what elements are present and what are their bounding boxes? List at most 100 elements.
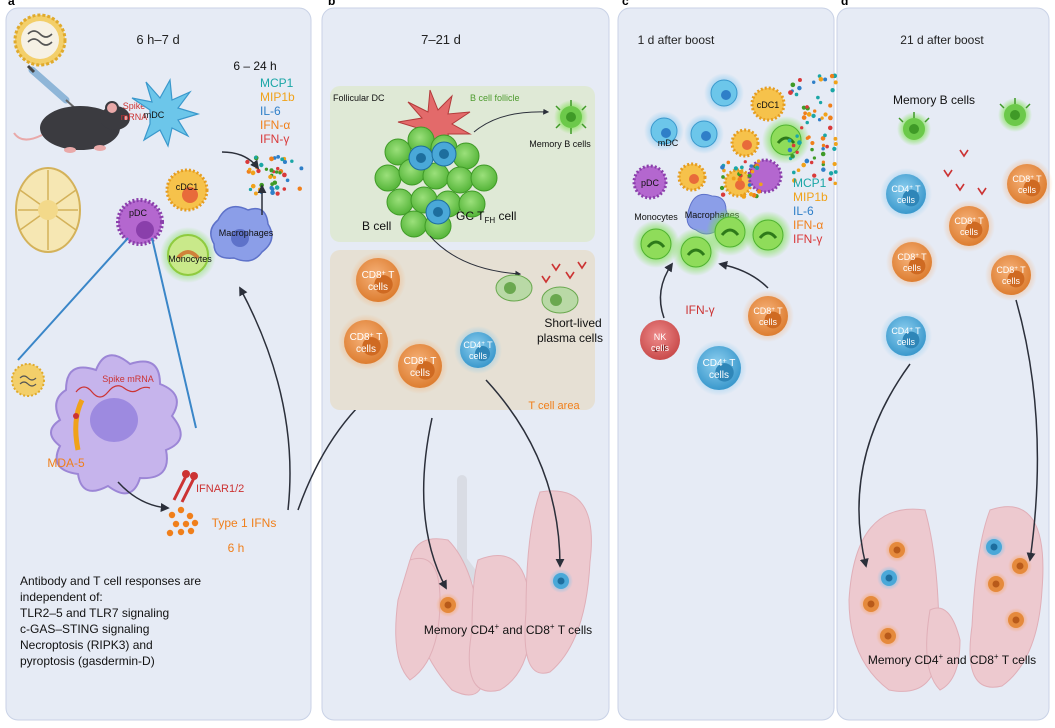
memory-b-cell: [554, 100, 588, 134]
follicular-dc-label: Follicular DC: [333, 93, 385, 103]
cytokine-dot: [272, 175, 277, 180]
cytokine-dot: [801, 115, 807, 120]
cytokine-dot: [823, 112, 828, 117]
mdc-cell: mDC: [131, 78, 201, 148]
cytokine-dot: [250, 170, 256, 176]
cytokine-dot: [809, 160, 814, 165]
monocyte-cell: Monocytes: [160, 227, 216, 283]
monocyte-cell-c: [752, 219, 784, 251]
cytokine-dot: [254, 155, 258, 160]
cytokine-dot: [280, 157, 285, 162]
arrow-cd4-to-lung: [485, 379, 565, 568]
timepoint-6-24h: 6 – 24 h: [233, 59, 276, 73]
cd8-t-cell-label2: cells: [903, 263, 922, 273]
gc-tfh-label: GC TFH cell: [456, 209, 516, 225]
cytokine-dot: [791, 170, 796, 175]
cytokine-dot: [828, 115, 833, 121]
cdc1-nucleus: [735, 180, 745, 190]
cytokine-dot: [274, 185, 280, 190]
cytokine-dot: [792, 178, 797, 183]
cytokine-dot: [278, 171, 282, 175]
cytokine-dot: [816, 95, 820, 100]
panel-c-letter: c: [622, 0, 629, 8]
tfh-nucleus: [433, 207, 443, 217]
pdc-cell: pDC: [116, 198, 164, 246]
mdc-label-c: mDC: [658, 138, 679, 148]
ifn-particle: [177, 506, 185, 514]
cytokine-dot: [833, 181, 837, 186]
cytokine-dot: [820, 151, 826, 157]
dc-nucleus: [721, 90, 731, 100]
footnote-line-4: Necroptosis (RIPK3) and: [20, 638, 153, 652]
c-cytokine-2: IL-6: [793, 204, 814, 218]
memory-cell-nucleus: [1012, 616, 1020, 624]
arrow-cd4-to-lung-d: [858, 363, 911, 568]
arrow-to-ifn: [117, 481, 170, 512]
cytokine-dot: [833, 136, 838, 141]
memory-cell-nucleus: [990, 543, 998, 551]
cytokine-dot: [275, 191, 280, 196]
cytokine-dot: [738, 169, 743, 174]
cytokine-dot: [812, 80, 816, 84]
cytokine-dot: [259, 162, 264, 168]
memory-cell-nucleus: [1016, 562, 1024, 570]
c-cytokine-0: MCP1: [793, 176, 827, 190]
cd4-t-cell-label2: cells: [709, 370, 729, 381]
a-cytokine-2: IL-6: [260, 104, 281, 118]
cytokine-dot: [828, 177, 833, 182]
ifn-particle: [172, 520, 180, 528]
ifn-particle: [191, 519, 199, 527]
cytokine-dot: [828, 103, 833, 108]
arrow-to-plasma: [429, 235, 522, 277]
cytokine-dot: [245, 159, 250, 165]
cytokine-dot: [274, 170, 279, 174]
cytokine-dot: [290, 159, 294, 163]
c-cytokine-1: MIP1b: [793, 190, 828, 204]
cytokine-dot: [720, 192, 726, 197]
cytokine-dot: [833, 170, 838, 174]
monocyte-cell-c: [770, 124, 802, 156]
cytokine-dot: [756, 159, 761, 163]
cytokine-dot: [804, 158, 810, 164]
pdc-cell-c: [632, 164, 668, 200]
cd8-t-cell-nucleus: [908, 257, 926, 275]
spike-label-line2: mRNA: [121, 112, 148, 122]
arrow-to-memory-b: [473, 108, 550, 133]
cytokine-dot: [810, 140, 815, 146]
cd8-t-cell-label: CD8+ T: [1012, 174, 1042, 184]
cytokine-dot: [264, 167, 269, 171]
ifn-particle: [186, 512, 194, 520]
cytokine-dot: [743, 160, 747, 164]
memory-cell-nucleus: [992, 580, 1000, 588]
cytokine-dot: [795, 150, 799, 154]
cytokine-dot: [821, 167, 826, 172]
plasma-cells: [495, 261, 587, 314]
cd8-t-cell-nucleus: [1023, 179, 1041, 197]
cd8-t-cell-label: CD8+ T: [753, 306, 783, 316]
b-cell-label: B cell: [362, 219, 391, 233]
monocytes-label-c: Monocytes: [634, 212, 678, 222]
pdc-label-c: pDC: [641, 178, 660, 188]
memory-cell-nucleus: [885, 574, 893, 582]
cytokine-dot: [282, 187, 287, 191]
cytokine-dot: [797, 78, 802, 82]
type1-ifns-label: Type 1 IFNs: [212, 516, 277, 530]
macrophages-label-c: Macrophages: [685, 210, 740, 220]
footnote-line-5: pyroptosis (gasdermin-D): [20, 654, 155, 668]
c-cytokine-4: IFN-γ: [793, 232, 822, 246]
cytokine-dot: [787, 147, 793, 153]
cytokine-dot: [276, 155, 281, 159]
ifn-particles: [166, 506, 199, 537]
cytokine-dot: [270, 190, 275, 196]
cytokine-dot: [253, 191, 258, 196]
cytokine-dot: [820, 116, 824, 120]
panel-c-title: 1 d after boost: [638, 33, 715, 47]
cdc1-nucleus: [689, 174, 699, 184]
mouse-icon: [13, 101, 130, 153]
memory-cell-nucleus: [867, 600, 875, 608]
